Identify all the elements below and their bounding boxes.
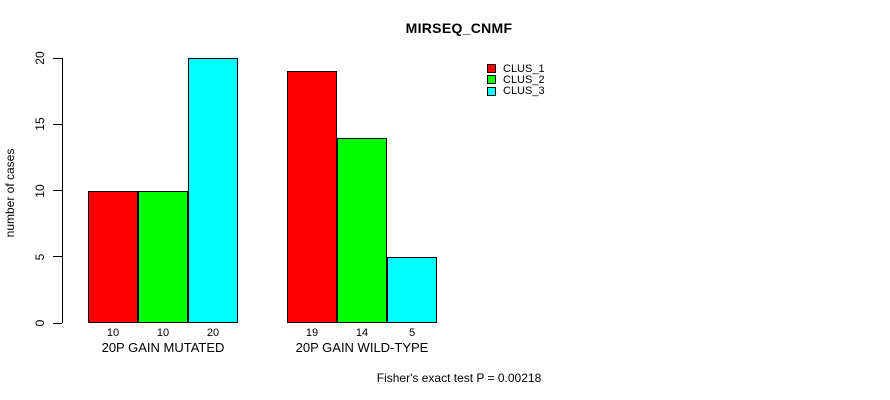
legend-label: CLUS_2 bbox=[503, 73, 545, 86]
y-axis-line bbox=[62, 58, 63, 323]
legend-label: CLUS_3 bbox=[503, 85, 545, 98]
x-category-label: 20P GAIN MUTATED bbox=[101, 340, 225, 355]
bar-clus_3-group1 bbox=[188, 58, 238, 323]
bar-clus_1-group2 bbox=[287, 71, 337, 323]
bar-value-label: 10 bbox=[106, 327, 120, 339]
y-axis-title: number of cases bbox=[3, 148, 17, 238]
y-tick-label: 20 bbox=[33, 51, 47, 65]
legend-swatch-clus_1 bbox=[487, 64, 496, 73]
bar-value-label: 20 bbox=[206, 327, 220, 339]
y-tick-label: 10 bbox=[33, 183, 47, 198]
bar-value-label: 10 bbox=[156, 327, 170, 339]
chart-title: MIRSEQ_CNMF bbox=[405, 20, 513, 36]
y-tick-mark bbox=[53, 123, 62, 125]
y-tick-mark bbox=[53, 256, 62, 258]
legend-swatch-clus_3 bbox=[487, 86, 496, 96]
bar-value-label: 5 bbox=[408, 327, 416, 339]
y-tick-label: 5 bbox=[33, 253, 47, 261]
y-tick-label: 0 bbox=[33, 319, 47, 327]
y-tick-mark bbox=[53, 57, 62, 59]
bar-value-label: 14 bbox=[355, 327, 369, 339]
y-tick-mark bbox=[53, 322, 62, 324]
bar-clus_2-group2 bbox=[337, 137, 387, 323]
bar-clus_2-group1 bbox=[138, 190, 188, 323]
footer-note: Fisher's exact test P = 0.00218 bbox=[376, 371, 542, 385]
legend-swatch-clus_2 bbox=[487, 75, 496, 85]
y-tick-mark bbox=[53, 190, 62, 191]
y-tick-label: 15 bbox=[33, 117, 47, 131]
bar-value-label: 19 bbox=[305, 327, 319, 339]
legend-label: CLUS_1 bbox=[503, 62, 545, 75]
bar-clus_3-group2 bbox=[387, 256, 437, 323]
bar-clus_1-group1 bbox=[88, 190, 138, 323]
x-category-label: 20P GAIN WILD-TYPE bbox=[295, 340, 429, 355]
